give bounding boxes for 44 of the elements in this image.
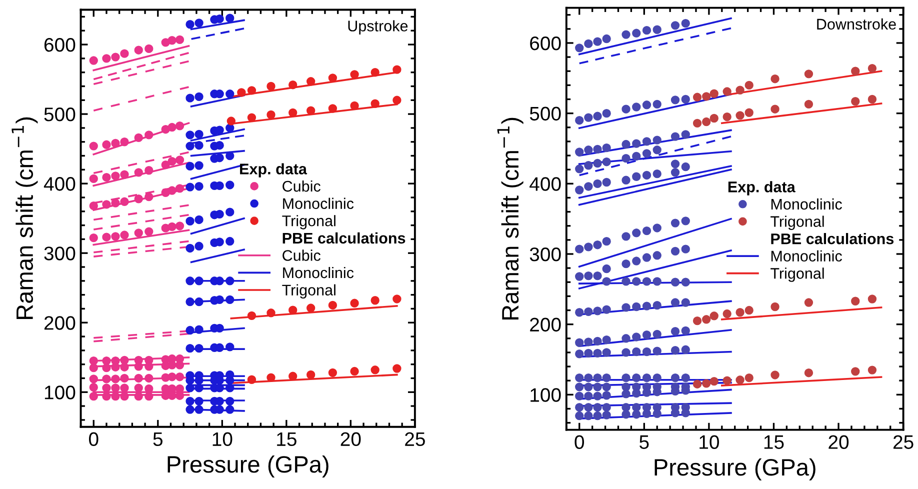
annotation: PBE calculations (282, 232, 406, 244)
x-tick-label: 10 (700, 435, 719, 449)
legend-label: Trigonal (770, 216, 824, 230)
legend-title: Exp. data (240, 163, 308, 178)
x-axis-title: Pressure (GPa) (654, 458, 816, 480)
legend-label: Monoclinic (283, 266, 354, 278)
y-tick-label: 600 (530, 36, 561, 50)
y-tick-label: 500 (530, 106, 561, 121)
x-tick-label: 5 (153, 432, 162, 446)
legend-title: Exp. data (728, 181, 796, 196)
legend-label: Monoclinic (771, 198, 842, 210)
x-tick-label: 5 (640, 435, 649, 449)
y-axis-title: Raman shift (cm$^{−1}$) (12, 117, 38, 319)
x-tick-label: 0 (88, 432, 98, 446)
x-tick-label: 15 (764, 435, 784, 449)
x-tick-label: 0 (574, 435, 584, 449)
annotation: Upstroke (348, 20, 408, 34)
y-axis-title: Raman shift (cm$^{−1}$) (497, 118, 524, 320)
x-tick-label: 20 (828, 435, 849, 449)
y-tick-label: 400 (44, 177, 76, 191)
y-tick-label: 400 (530, 177, 561, 191)
y-tick-label: 300 (44, 246, 76, 260)
y-tick-label: 500 (44, 108, 76, 122)
x-axis-title: Pressure (GPa) (168, 455, 328, 478)
legend-label: Monoclinic (283, 198, 354, 210)
legend-label: Trigonal (770, 268, 824, 282)
legend-label: Trigonal (282, 215, 336, 230)
legend-label: Cubic (282, 250, 320, 261)
x-tick-label: 15 (277, 432, 296, 446)
x-tick-label: 25 (893, 435, 914, 449)
y-tick-label: 100 (530, 388, 561, 402)
y-tick-label: 200 (530, 318, 561, 332)
legend-label: Cubic (282, 180, 320, 192)
legend-label: Monoclinic (771, 250, 842, 262)
x-tick-label: 25 (405, 432, 425, 446)
y-tick-label: 100 (44, 386, 76, 400)
annotation: Downstroke (817, 18, 896, 30)
x-tick-label: 10 (212, 432, 232, 446)
y-tick-label: 600 (44, 38, 76, 52)
legend-label: Trigonal (282, 284, 336, 299)
x-tick-label: 20 (340, 432, 361, 446)
y-tick-label: 200 (44, 316, 76, 330)
y-tick-label: 300 (530, 247, 561, 262)
annotation: PBE calculations (771, 233, 894, 244)
